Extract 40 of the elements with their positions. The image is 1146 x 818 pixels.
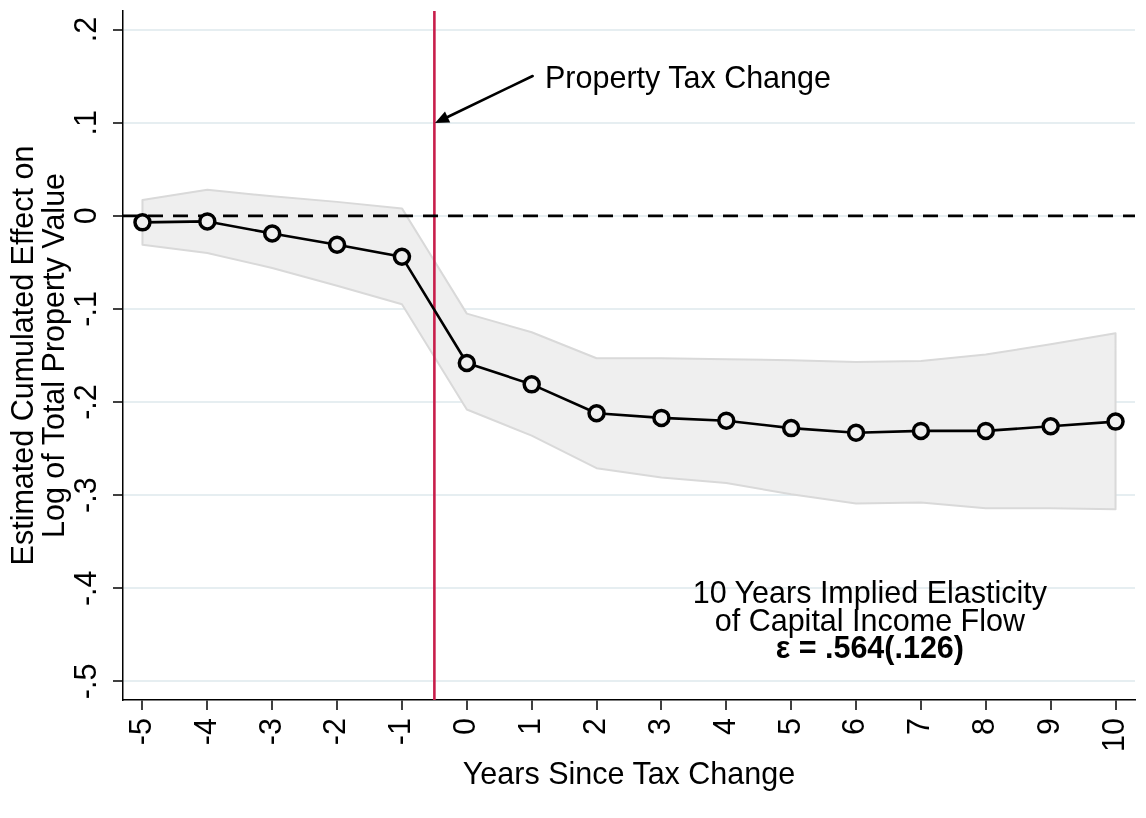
point xyxy=(846,423,866,443)
point xyxy=(457,353,477,373)
point xyxy=(327,235,347,254)
point xyxy=(652,408,671,428)
x-tick-label: 0 xyxy=(447,718,482,735)
point xyxy=(1041,417,1060,436)
x-tick-label: -3 xyxy=(252,718,287,746)
point xyxy=(911,421,931,441)
x-tick-label: -1 xyxy=(382,718,417,746)
y-tick-label: .1 xyxy=(67,110,102,136)
x-tick-label: 10 xyxy=(1095,718,1130,752)
point xyxy=(392,247,412,267)
x-tick-label: 6 xyxy=(836,718,871,735)
y-tick-label: 0 xyxy=(67,207,102,225)
x-tick-label: 4 xyxy=(706,717,741,735)
x-tick-label: 8 xyxy=(966,718,1001,735)
point xyxy=(976,421,996,441)
x-tick-label: 7 xyxy=(901,718,936,735)
point xyxy=(717,411,736,430)
x-tick-label: 2 xyxy=(576,718,611,735)
y-tick-label: .2 xyxy=(67,16,102,43)
y-tick-label: -.2 xyxy=(67,384,102,420)
x-tick-label: 1 xyxy=(512,718,547,735)
x-tick-label: -5 xyxy=(122,718,157,746)
annotation: Property Tax Change xyxy=(545,59,831,95)
x-tick-label: -2 xyxy=(317,718,352,746)
point xyxy=(198,212,217,231)
y-tick-label: -.5 xyxy=(67,663,102,700)
point xyxy=(1106,412,1125,431)
point xyxy=(522,375,541,394)
point xyxy=(262,224,282,243)
x-tick-label: 9 xyxy=(1031,718,1066,735)
point xyxy=(781,418,801,438)
x-tick-label: 3 xyxy=(641,718,676,735)
x-tick-label: 5 xyxy=(771,718,806,735)
y-tick-label: -.4 xyxy=(67,570,102,607)
point xyxy=(133,213,152,232)
point xyxy=(587,403,606,423)
x-axis-title: Years Since Tax Change xyxy=(462,756,796,792)
x-tick-label: -4 xyxy=(187,717,222,746)
